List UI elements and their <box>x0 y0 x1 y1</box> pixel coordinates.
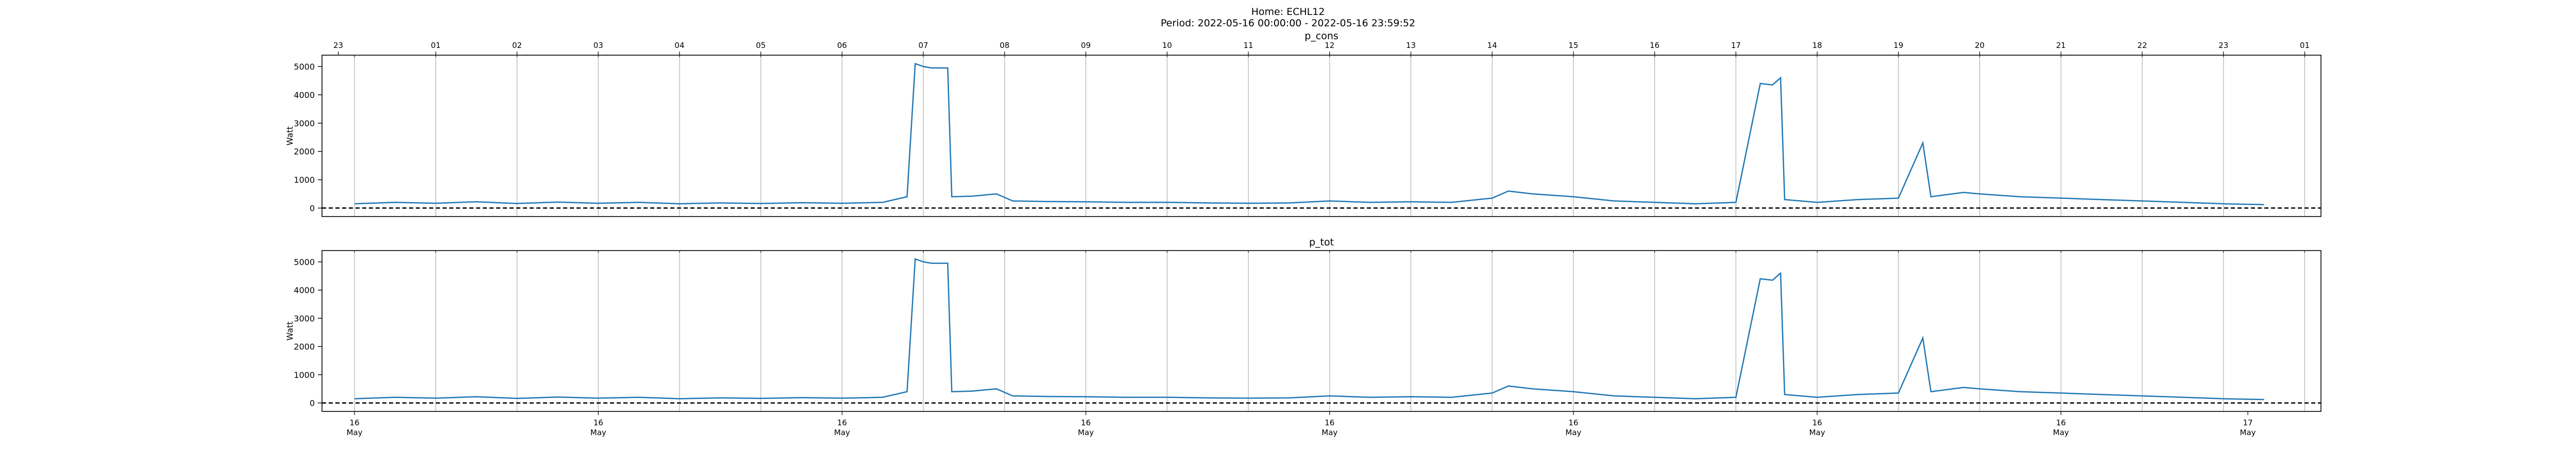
x-top-tick-label: 11 <box>1244 41 1253 50</box>
chart-panel-p_tot: 010002000300040005000Wattp_tot16May16May… <box>285 237 2321 437</box>
x-bottom-tick-month: May <box>2053 428 2069 437</box>
x-bottom-tick-month: May <box>1565 428 1581 437</box>
x-top-tick-label: 21 <box>2056 41 2066 50</box>
x-top-tick-label: 23 <box>2218 41 2228 50</box>
x-top-tick-label: 20 <box>1975 41 1985 50</box>
y-tick-label: 5000 <box>294 257 315 267</box>
x-top-tick-label: 04 <box>674 41 684 50</box>
x-bottom-tick-day: 16 <box>350 418 360 427</box>
y-tick-label: 4000 <box>294 90 315 100</box>
x-top-tick-label: 01 <box>2300 41 2310 50</box>
x-bottom-tick-day: 16 <box>837 418 847 427</box>
x-top-tick-label: 22 <box>2137 41 2147 50</box>
x-top-tick-label: 16 <box>1650 41 1659 50</box>
x-bottom-tick-day: 16 <box>594 418 603 427</box>
x-bottom-tick-day: 16 <box>1325 418 1334 427</box>
x-bottom-tick-month: May <box>2240 428 2256 437</box>
x-top-tick-label: 06 <box>837 41 847 50</box>
x-top-tick-label: 14 <box>1487 41 1497 50</box>
series-line-p_cons <box>354 62 2264 206</box>
x-bottom-tick-month: May <box>834 428 850 437</box>
x-bottom-tick-month: May <box>347 428 363 437</box>
y-tick-label: 3000 <box>294 313 315 323</box>
figure-title-period: Period: 2022-05-16 00:00:00 - 2022-05-16… <box>1160 18 1416 29</box>
y-tick-label: 2000 <box>294 147 315 157</box>
y-tick-label: 0 <box>310 399 315 408</box>
x-top-tick-label: 15 <box>1568 41 1578 50</box>
x-top-tick-label: 10 <box>1162 41 1172 50</box>
x-top-tick-label: 01 <box>431 41 440 50</box>
x-top-tick-label: 05 <box>756 41 766 50</box>
chart-panel-p_cons: 0 1000 2000 3000 4000 5000 Watt p_cons 23 01 02 03 0… <box>285 30 2321 217</box>
x-bottom-tick-day: 16 <box>1568 418 1578 427</box>
x-bottom-tick-day: 16 <box>2056 418 2066 427</box>
x-top-tick-label: 13 <box>1406 41 1416 50</box>
y-axis-label: Watt <box>285 321 295 340</box>
figure-title-home: Home: ECHL12 <box>1251 6 1325 18</box>
x-top-tick-label: 07 <box>919 41 928 50</box>
x-bottom-tick-month: May <box>1809 428 1825 437</box>
y-tick-label: 3000 <box>294 119 315 128</box>
axes-frame <box>321 55 2321 217</box>
y-tick-label: 2000 <box>294 342 315 352</box>
y-tick-label: 4000 <box>294 286 315 295</box>
x-top-tick-label: 09 <box>1081 41 1091 50</box>
panel-title: p_tot <box>1309 237 1334 248</box>
x-bottom-tick-month: May <box>1321 428 1337 437</box>
x-top-tick-label: 03 <box>594 41 603 50</box>
y-tick-label: 5000 <box>294 62 315 72</box>
x-top-tick-label: 18 <box>1812 41 1822 50</box>
x-bottom-tick-day: 17 <box>2243 418 2253 427</box>
series-line-p_tot <box>354 258 2264 401</box>
x-top-tick-label: 02 <box>512 41 522 50</box>
x-top-tick-label: 08 <box>999 41 1009 50</box>
y-tick-label: 1000 <box>294 175 315 185</box>
x-top-tick-label: 23 <box>333 41 343 50</box>
y-tick-label: 0 <box>310 204 315 213</box>
x-top-tick-label: 12 <box>1325 41 1334 50</box>
x-top-tick-label: 17 <box>1731 41 1741 50</box>
panel-title: p_cons <box>1304 30 1338 42</box>
x-bottom-tick-month: May <box>1078 428 1094 437</box>
x-top-tick-label: 19 <box>1893 41 1903 50</box>
x-bottom-tick-day: 16 <box>1812 418 1822 427</box>
axes-frame <box>321 250 2321 412</box>
x-bottom-tick-day: 16 <box>1081 418 1091 427</box>
y-tick-label: 1000 <box>294 370 315 380</box>
x-bottom-tick-month: May <box>590 428 606 437</box>
y-axis-label: Watt <box>285 126 295 145</box>
